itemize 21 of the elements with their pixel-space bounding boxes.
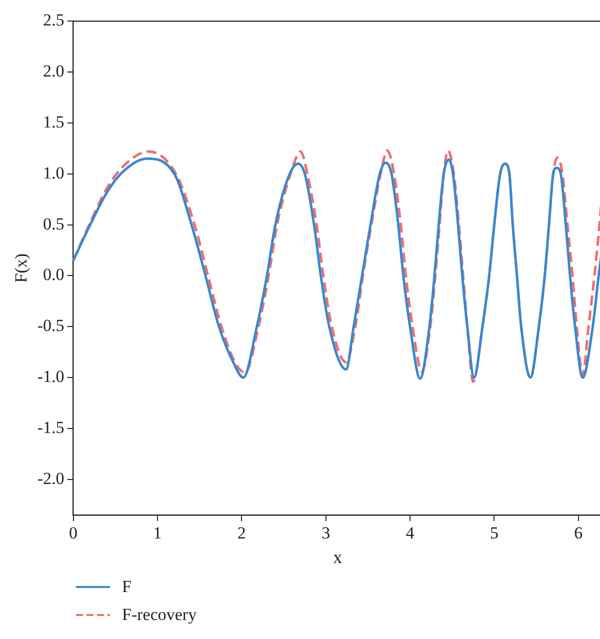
x-tick-label: 4 [406, 524, 415, 543]
y-tick-label: 1.0 [43, 163, 64, 182]
y-tick-label: 2.0 [43, 62, 64, 81]
y-tick-label: -0.5 [37, 316, 64, 336]
y-tick-label: -1.0 [37, 367, 64, 386]
y-tick-label: -1.5 [37, 418, 64, 437]
y-axis-title: F(x) [12, 253, 31, 283]
x-tick-label: 2 [237, 524, 246, 543]
x-tick-label: 6 [574, 524, 583, 543]
x-tick-label: 3 [322, 524, 330, 543]
y-tick-label: 0.0 [43, 265, 64, 284]
y-tick-label: 1.5 [43, 112, 64, 132]
y-tick-label: -2.0 [37, 468, 64, 488]
y-tick-label: 2.5 [43, 10, 64, 30]
legend-label: F [122, 577, 132, 597]
x-tick-label: 1 [153, 524, 162, 543]
legend-label: F-recovery [122, 605, 197, 625]
x-tick-label: 5 [490, 524, 498, 543]
x-axis-title: x [333, 546, 342, 567]
x-tick-label: 0 [69, 524, 78, 543]
y-tick-label: 0.5 [43, 214, 64, 234]
